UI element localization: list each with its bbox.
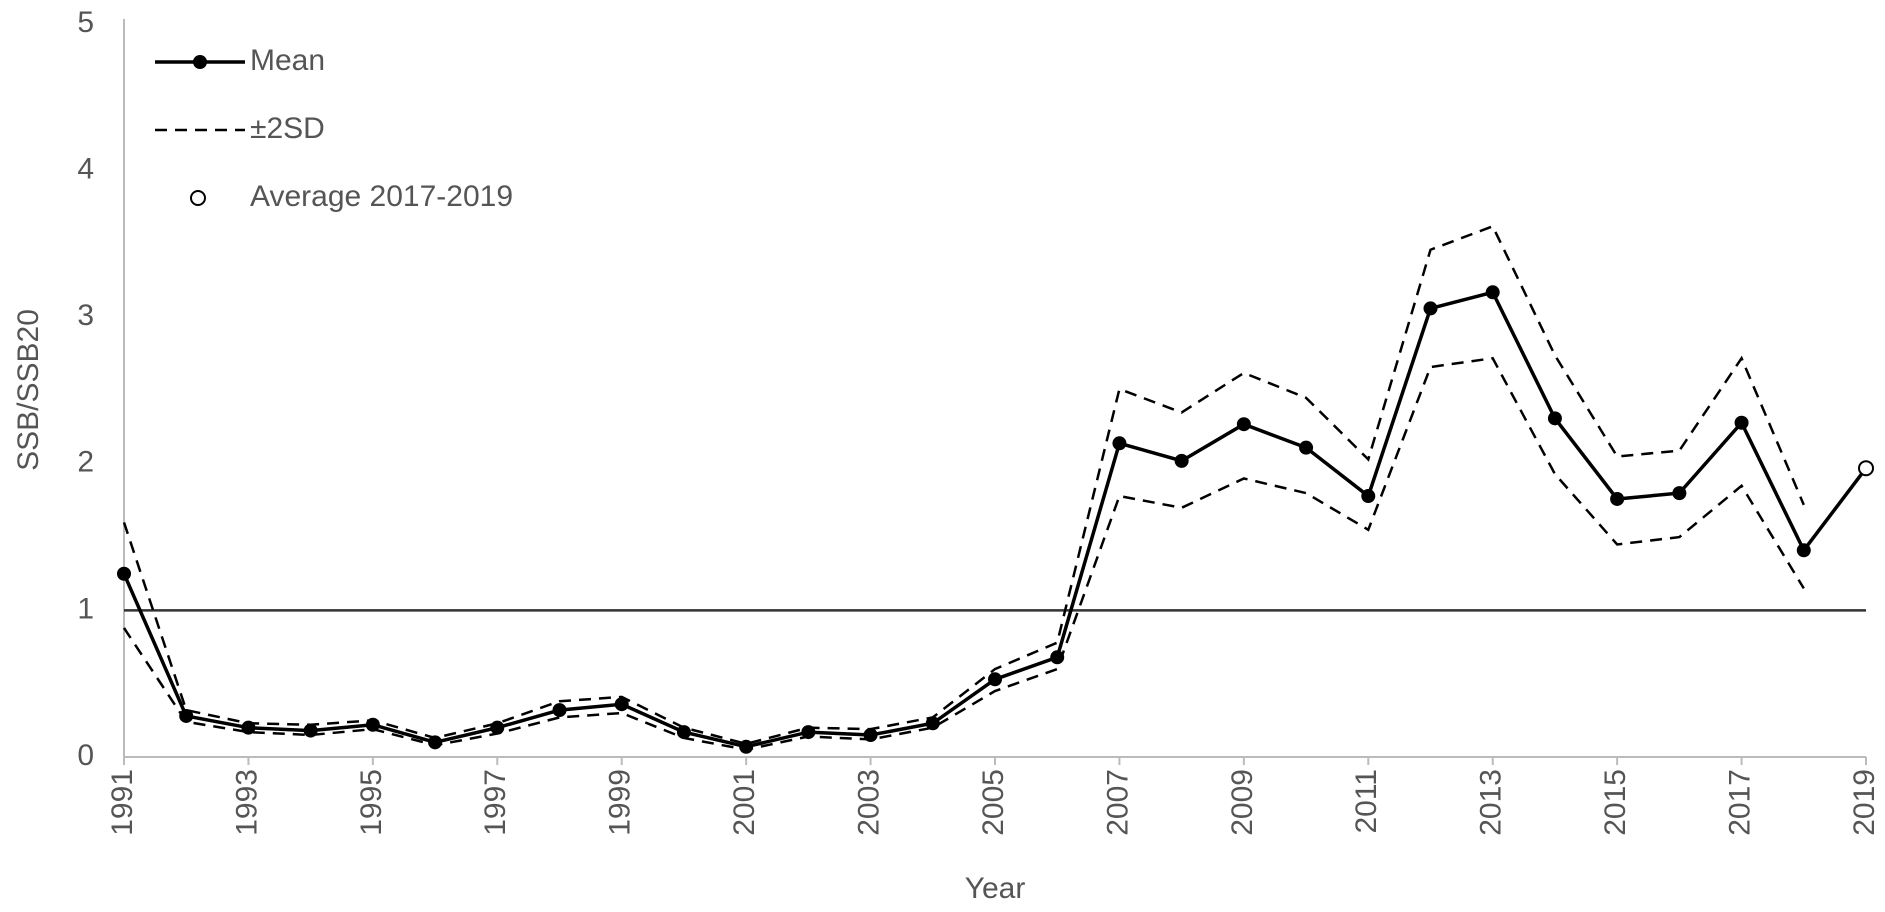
legend-label: ±2SD	[250, 112, 325, 145]
legend-swatch	[190, 190, 206, 206]
x-tick-label: 2013	[1475, 769, 1508, 836]
x-tick-label: 2007	[1101, 769, 1134, 836]
y-axis-label: SSB/SSB20	[12, 309, 45, 471]
y-tick-label: 1	[77, 592, 94, 625]
mean-marker	[1174, 453, 1189, 468]
x-tick-label: 1995	[355, 769, 388, 836]
mean-marker	[117, 566, 131, 581]
x-tick-label: 2011	[1350, 769, 1383, 834]
y-tick-label: 4	[77, 153, 94, 186]
x-tick-label: 2019	[1848, 769, 1881, 836]
mean-marker	[1610, 491, 1625, 506]
mean-marker	[1236, 417, 1251, 432]
mean-marker	[1423, 301, 1438, 316]
mean-marker	[490, 720, 505, 735]
x-tick-label: 2009	[1226, 769, 1259, 836]
mean-connector	[1802, 467, 1868, 552]
legend-label: Average 2017-2019	[250, 180, 513, 213]
mean-marker	[428, 735, 443, 750]
mean-marker	[863, 728, 878, 743]
x-tick-label: 2003	[852, 769, 885, 836]
average-marker	[1858, 460, 1874, 477]
mean-marker	[1361, 489, 1376, 504]
x-tick-label: 1993	[230, 769, 263, 836]
mean-line	[122, 290, 1806, 749]
mean-marker	[303, 723, 318, 738]
mean-marker	[925, 716, 940, 731]
legend-swatch	[193, 55, 207, 69]
mean-marker	[1112, 436, 1127, 451]
mean-marker	[739, 739, 754, 754]
legend-label: Mean	[250, 44, 325, 77]
mean-marker	[1050, 650, 1065, 665]
mean-marker	[1734, 415, 1749, 430]
mean-marker	[1299, 440, 1314, 455]
mean-marker	[988, 672, 1002, 687]
x-axis-label: Year	[965, 872, 1026, 905]
mean-marker	[676, 725, 691, 740]
x-tick-label: 2001	[728, 769, 761, 836]
mean-marker	[1672, 486, 1687, 501]
x-tick-label: 2005	[977, 769, 1010, 836]
x-tick-label: 1999	[604, 769, 637, 836]
y-tick-label: 5	[77, 6, 94, 39]
mean-marker	[552, 703, 567, 718]
sd-line	[122, 224, 1805, 746]
x-tick-label: 1997	[479, 769, 512, 836]
mean-marker	[179, 708, 194, 723]
y-tick-label: 2	[77, 446, 94, 479]
x-tick-label: 1991	[106, 769, 139, 836]
x-tick-label: 2015	[1599, 769, 1632, 836]
sd-line	[122, 356, 1805, 751]
y-tick-label: 3	[77, 299, 94, 332]
mean-marker	[1485, 285, 1500, 300]
y-tick-label: 0	[77, 739, 94, 772]
mean-marker	[801, 725, 816, 740]
mean-marker	[614, 697, 629, 712]
mean-marker	[1547, 411, 1562, 426]
x-tick-label: 2017	[1723, 769, 1756, 836]
mean-marker	[241, 720, 256, 735]
mean-marker	[365, 717, 380, 732]
